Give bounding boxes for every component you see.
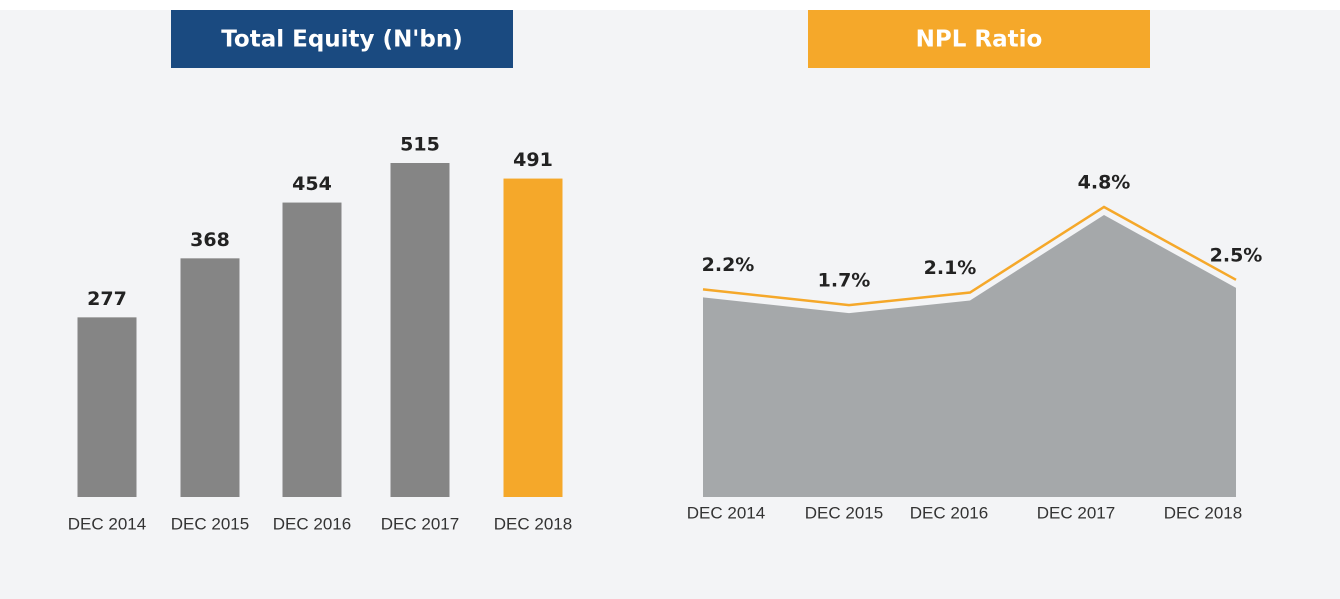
title-box <box>808 10 1150 68</box>
data-label: 515 <box>400 134 440 156</box>
x-tick-label: DEC 2014 <box>68 514 146 533</box>
title-box <box>171 10 513 68</box>
x-tick-label: DEC 2018 <box>494 514 572 533</box>
bar <box>282 202 342 498</box>
data-label: 2.1% <box>924 257 977 279</box>
data-label: 4.8% <box>1078 172 1131 194</box>
bar <box>180 258 240 497</box>
x-tick-label: DEC 2017 <box>381 514 459 533</box>
bar <box>77 317 137 497</box>
x-tick-label: DEC 2015 <box>805 503 883 522</box>
bar <box>390 163 450 497</box>
chart-title: NPL Ratio <box>916 27 1043 53</box>
data-label: 1.7% <box>818 270 871 292</box>
x-tick-label: DEC 2018 <box>1164 503 1242 522</box>
data-label: 277 <box>87 288 127 310</box>
x-tick-label: DEC 2017 <box>1037 503 1115 522</box>
data-label: 454 <box>292 173 332 195</box>
data-label: 2.5% <box>1210 244 1263 266</box>
data-label: 368 <box>190 229 230 251</box>
line <box>702 205 1237 307</box>
x-tick-label: DEC 2014 <box>687 503 765 522</box>
area <box>703 215 1236 497</box>
x-tick-label: DEC 2015 <box>171 514 249 533</box>
chart-title: Total Equity (N'bn) <box>221 27 462 53</box>
x-tick-label: DEC 2016 <box>273 514 351 533</box>
data-label: 491 <box>513 149 553 171</box>
bar <box>503 178 563 497</box>
x-tick-label: DEC 2016 <box>910 503 988 522</box>
data-label: 2.2% <box>702 254 755 276</box>
